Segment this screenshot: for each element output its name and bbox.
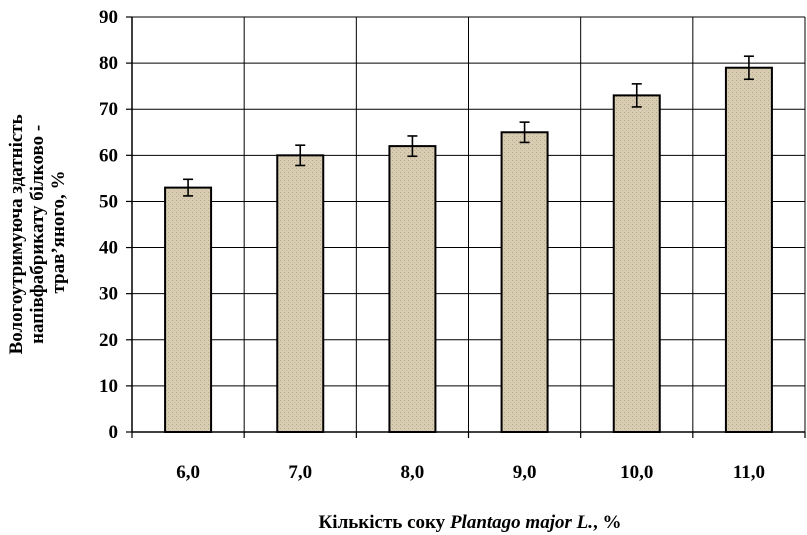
x-axis-title-prefix: Кількість соку [319,512,450,533]
y-tick-label: 0 [109,422,119,443]
y-axis-title-line-2: напівфабрикату білково - [27,125,48,344]
error-bars-group [183,55,754,197]
x-axis-title-species: Plantago major L. [449,512,593,533]
y-axis-title-line-3: трав’яного, % [48,170,69,293]
x-axis-title: Кількість соку Plantago major L., % [319,512,622,533]
y-tick-label: 40 [99,238,118,259]
y-tick-label: 50 [99,191,118,212]
bar [164,186,213,433]
bar [276,154,325,433]
x-tick-label: 8,0 [401,462,425,483]
y-tick-label: 80 [99,53,118,74]
x-tick-label: 9,0 [513,462,537,483]
axes [126,16,806,438]
bar [724,66,773,433]
y-tick-label: 20 [99,330,118,351]
y-axis-title-line-1: Вологоутримуюча здатність [6,114,27,354]
y-axis-title: Вологоутримуюча здатність напівфабрикату… [6,110,69,355]
y-tick-labels: 0 10 20 30 40 50 60 70 80 90 [99,7,118,443]
x-tick-label: 6,0 [176,462,200,483]
bar [500,131,549,433]
x-tick-label: 7,0 [288,462,312,483]
bar [612,94,661,433]
grid-lines [132,16,806,432]
x-axis-title-suffix: , % [593,512,622,533]
bar [388,145,437,433]
y-tick-label: 70 [99,99,118,120]
y-tick-label: 30 [99,284,118,305]
x-tick-label: 10,0 [620,462,653,483]
y-tick-label: 90 [99,7,118,28]
x-tick-labels: 6,0 7,0 8,0 9,0 10,0 11,0 [176,462,765,483]
x-tick-label: 11,0 [733,462,765,483]
y-tick-label: 10 [99,376,118,397]
y-tick-label: 60 [99,145,118,166]
bars-group [164,66,773,433]
